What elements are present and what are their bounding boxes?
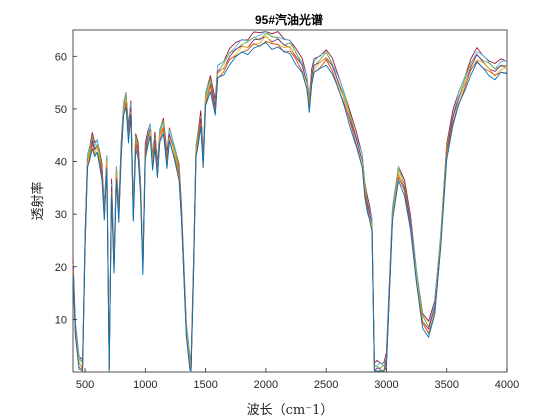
y-tick-label: 40 (55, 157, 67, 169)
x-tick-label: 1500 (193, 379, 217, 391)
chart-title: 95#汽油光谱 (255, 12, 323, 27)
x-tick-label: 2000 (254, 379, 278, 391)
plot-area (72, 29, 508, 373)
series-lines (72, 31, 508, 372)
y-tick-label: 10 (55, 314, 67, 326)
x-tick-label: 1000 (133, 379, 157, 391)
y-tick-label: 60 (55, 51, 67, 63)
y-tick-label: 20 (55, 262, 67, 274)
y-tick-label: 30 (55, 209, 67, 221)
x-axis-label: 波长（cm⁻1） (247, 403, 334, 418)
x-tick-label: 500 (76, 379, 94, 391)
y-tick-label: 50 (55, 104, 67, 116)
x-axis-ticks: 500 1000 1500 2000 2500 3000 3500 4000 (76, 368, 519, 391)
x-tick-label: 3500 (434, 379, 458, 391)
y-axis-ticks: 10 20 30 40 50 60 (55, 51, 77, 326)
spectrum-series-line (72, 41, 508, 372)
x-tick-label: 2500 (314, 379, 338, 391)
axes-box (72, 29, 508, 373)
x-tick-label: 3000 (374, 379, 398, 391)
x-tick-label: 4000 (495, 379, 519, 391)
y-axis-label: 透射率 (30, 181, 46, 220)
